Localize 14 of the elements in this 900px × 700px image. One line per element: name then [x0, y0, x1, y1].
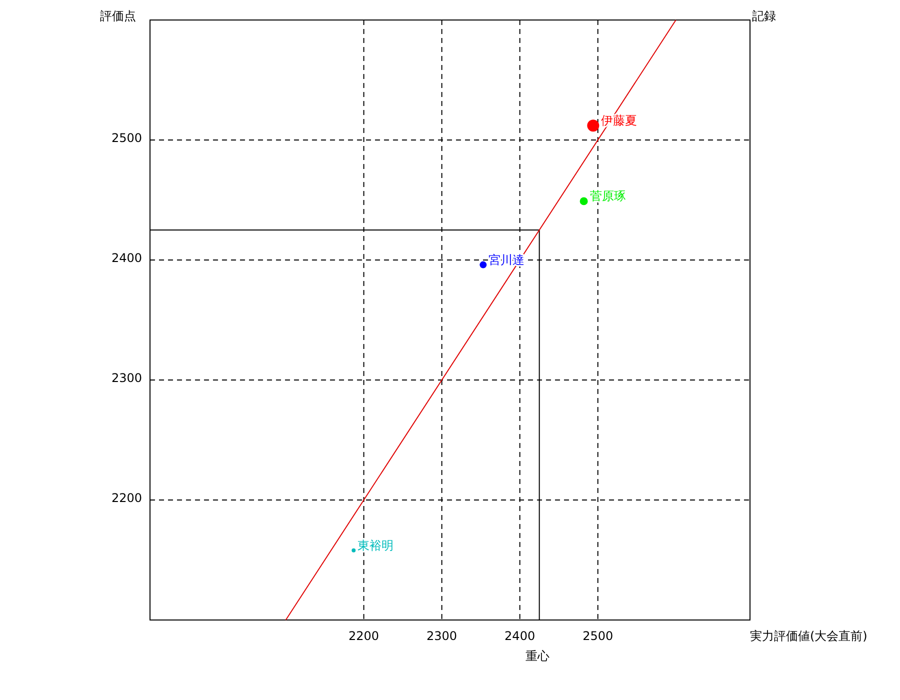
y-tick-label: 2500 [111, 131, 142, 145]
y-tick-label: 2400 [111, 251, 142, 265]
x-tick-label: 2500 [582, 629, 614, 643]
y-tick-label: 2200 [111, 491, 142, 505]
x-tick-label: 2200 [348, 629, 380, 643]
series-label: 菅原琢 [590, 189, 626, 204]
y2-axis-title: 記録 [752, 9, 776, 23]
y-axis-title: 評価点 [100, 9, 136, 23]
x-tick-label: 2400 [504, 629, 536, 643]
x-tick-label: 2300 [426, 629, 458, 643]
y-tick-label: 2300 [111, 371, 142, 385]
series-label: 東裕明 [358, 538, 394, 552]
x-axis-title: 実力評価値(大会直前) [750, 629, 868, 643]
ref-line-label: 重心 [525, 649, 550, 663]
